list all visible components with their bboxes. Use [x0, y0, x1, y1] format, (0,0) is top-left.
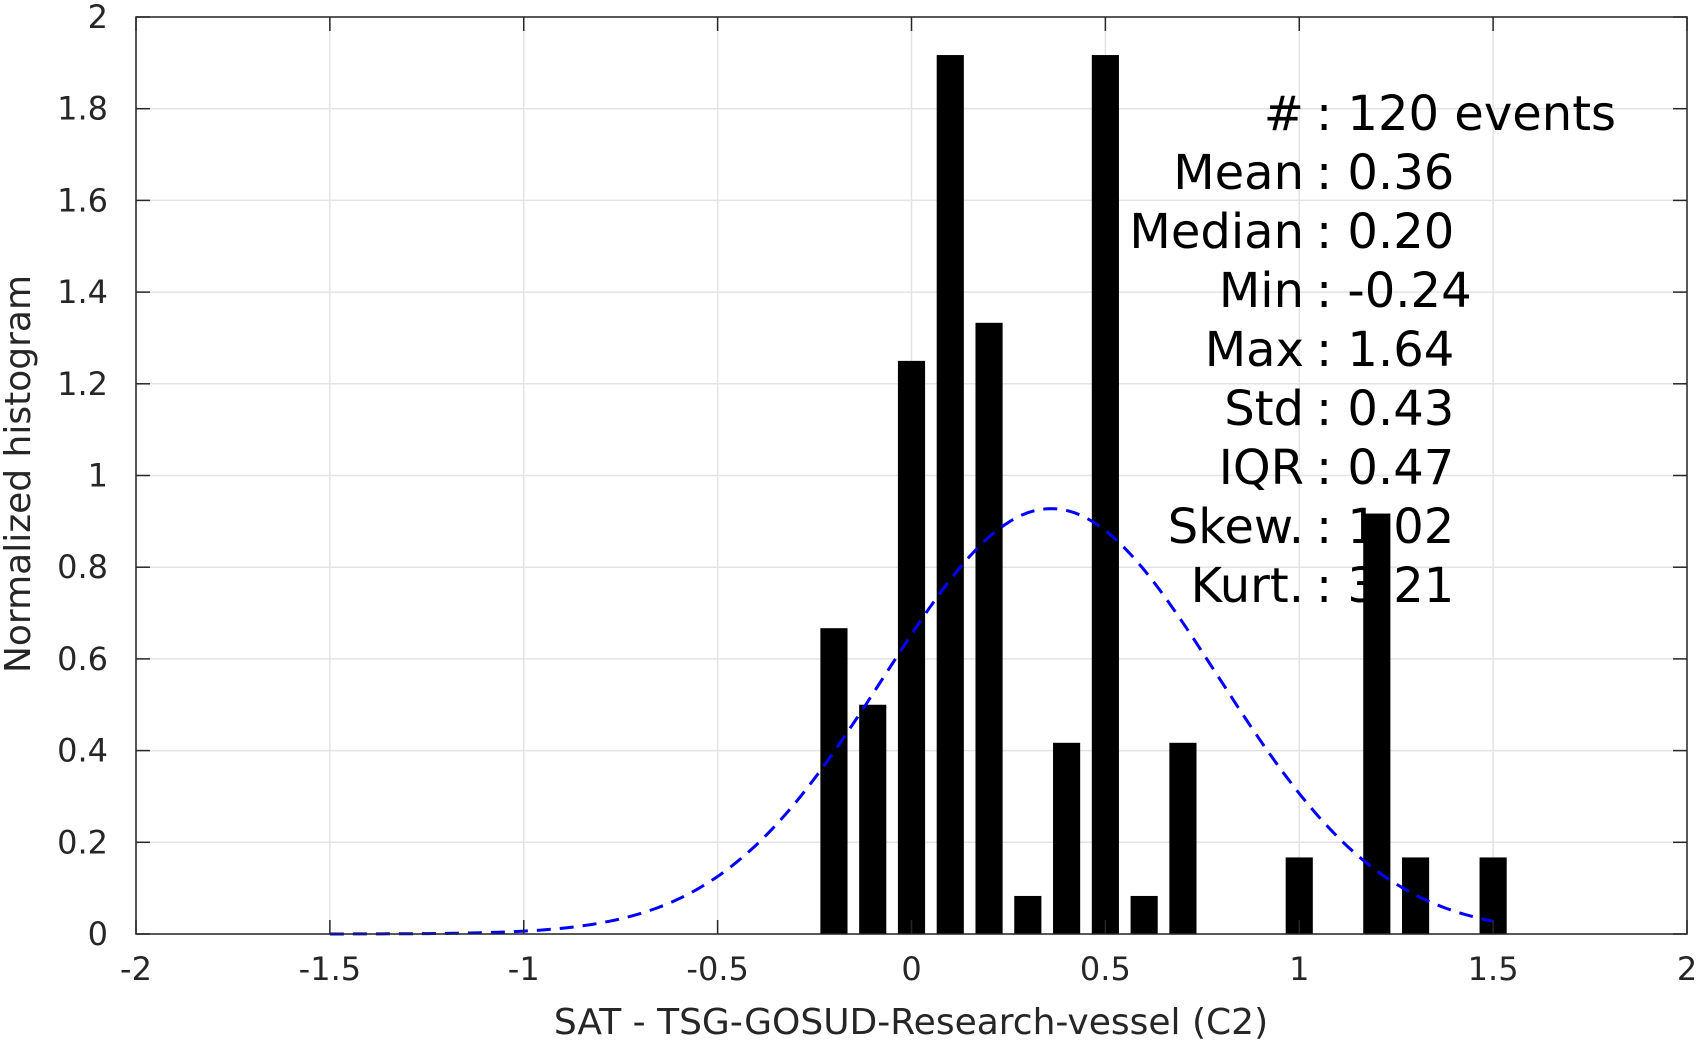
x-axis-label: SAT - TSG-GOSUD-Research-vessel (C2) [554, 1002, 1268, 1043]
y-tick-label: 0.6 [57, 640, 108, 678]
histogram-bar [936, 55, 964, 935]
plot-axes [135, 16, 1688, 935]
x-tick-label: -2 [120, 950, 152, 988]
stat-value: : 120 events [1316, 86, 1616, 142]
y-tick-label: 1.8 [57, 90, 108, 128]
histogram-bar [859, 704, 887, 934]
histogram-bar [1014, 895, 1042, 934]
y-tick-label: 2 [88, 0, 108, 36]
stat-key: Kurt. [1191, 558, 1304, 614]
histogram-bars [820, 55, 1507, 935]
x-tick-label: -0.5 [686, 950, 748, 988]
stat-value: : 0.47 [1316, 440, 1454, 496]
y-axis-label: Normalized histogram [0, 275, 39, 673]
stat-value: : 0.43 [1316, 381, 1454, 437]
y-tick-label: 0.2 [57, 823, 108, 861]
x-tick-label: 2 [1677, 950, 1697, 988]
stat-key: Max [1205, 322, 1304, 378]
stat-value: : 3.21 [1316, 558, 1454, 614]
stat-value: : 0.36 [1316, 145, 1454, 201]
stat-key: # [1264, 86, 1304, 142]
histogram-bar [1130, 895, 1158, 934]
stat-value: : 1.02 [1316, 499, 1454, 555]
stat-key: Median [1129, 204, 1304, 260]
x-tick-label: 0 [901, 950, 921, 988]
x-tick-label: -1.5 [299, 950, 361, 988]
stat-value: : 1.64 [1316, 322, 1454, 378]
stat-key: Std [1224, 381, 1304, 437]
y-tick-label: 1 [88, 457, 108, 495]
x-tick-label: 1 [1289, 950, 1309, 988]
x-tick-label: -1 [508, 950, 540, 988]
x-tick-label: 1.5 [1468, 950, 1519, 988]
stat-key: Min [1219, 263, 1304, 319]
y-tick-label: 0 [88, 915, 108, 953]
histogram-bar [1169, 742, 1197, 934]
y-tick-label: 1.6 [57, 181, 108, 219]
stat-value: : 0.20 [1316, 204, 1454, 260]
stat-key: IQR [1219, 440, 1304, 496]
stat-value: : -0.24 [1316, 263, 1472, 319]
histogram-bar [1091, 55, 1119, 935]
stat-key: Skew. [1168, 499, 1304, 555]
x-tick-label: 0.5 [1080, 950, 1131, 988]
stat-key: Mean [1173, 145, 1304, 201]
y-tick-label: 1.2 [57, 365, 108, 403]
histogram-bar [1402, 857, 1430, 934]
histogram-bar [975, 322, 1003, 935]
y-tick-label: 1.4 [57, 273, 108, 311]
histogram-bar [820, 628, 848, 934]
y-tick-label: 0.8 [57, 548, 108, 586]
tick-labels: -2 -1.5 -1 -0.5 0 0.5 1 1.5 2 0 0.2 0.4 0.6 0.8 1 1.2 1.… [57, 0, 1697, 988]
histogram-bar [1053, 742, 1081, 934]
y-tick-label: 0.4 [57, 732, 108, 770]
